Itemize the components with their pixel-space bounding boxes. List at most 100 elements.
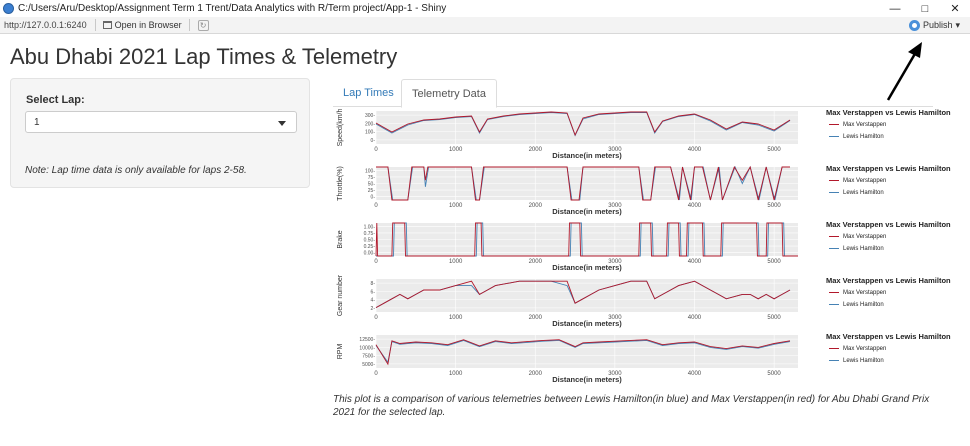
x-tick-label: 3000 (608, 315, 622, 321)
y-tick-label: 5000- (362, 362, 375, 368)
x-tick-label: 2000 (529, 259, 543, 265)
x-tick-label: 0 (374, 371, 378, 377)
y-tick-label: 50- (368, 182, 376, 188)
y-axis-label: Brake (337, 230, 344, 248)
legend-item: Max Verstappen (829, 288, 966, 297)
publish-button[interactable]: Publish ▾ (908, 19, 970, 31)
x-tick-label: 3000 (608, 371, 622, 377)
x-tick-label: 4000 (688, 315, 702, 321)
x-tick-label: 1000 (449, 315, 463, 321)
sidebar-panel: Select Lap: 1 Note: Lap time data is onl… (10, 78, 310, 188)
y-tick-label: 100- (365, 168, 375, 174)
plot-panel (376, 279, 798, 312)
viewer-toolbar: http://127.0.0.1:6240 Open in Browser ↻ … (0, 17, 970, 34)
legend-swatch (829, 188, 839, 197)
y-tick-label: 7500- (362, 354, 375, 360)
x-tick-label: 5000 (767, 147, 781, 153)
restore-button[interactable]: □ (921, 2, 929, 15)
legend-title: Max Verstappen vs Lewis Hamilton (826, 332, 951, 341)
refresh-icon[interactable]: ↻ (197, 19, 209, 31)
legend-label: Max Verstappen (843, 121, 887, 128)
plot-panel (376, 111, 798, 144)
legend-label: Lewis Hamilton (843, 301, 884, 308)
rpm-plot: 0 1000 2000 3000 4000 5000 5000- 7500- 10000- 125… (336, 332, 970, 388)
y-axis-label: Speed(km/h (337, 109, 344, 147)
telemetry-chart-svg: 0 1000 2000 3000 4000 5000 0.00-0.25-0.50-0.75… (337, 222, 798, 272)
legend-title: Max Verstappen vs Lewis Hamilton (826, 220, 951, 229)
minimize-button[interactable]: — (889, 2, 901, 15)
legend-item: Max Verstappen (829, 232, 966, 241)
telemetry-chart-svg: 0 1000 2000 3000 4000 5000 2- 4- 6- 8- Gear number… (337, 274, 798, 328)
plot-legend: Max Verstappen vs Lewis Hamilton Max Vers… (826, 108, 966, 141)
x-tick-label: 2000 (529, 315, 543, 321)
y-tick-label: 200- (365, 121, 375, 127)
plot-caption: This plot is a comparison of various tel… (333, 394, 930, 418)
legend-label: Max Verstappen (843, 345, 887, 352)
x-tick-label: 0 (374, 259, 378, 265)
x-tick-label: 2000 (529, 371, 543, 377)
toolbar-divider (94, 19, 96, 31)
app-icon (3, 3, 14, 14)
y-axis-label: RPM (337, 344, 344, 360)
x-tick-label: 5000 (767, 259, 781, 265)
x-tick-label: 1000 (449, 371, 463, 377)
close-button[interactable]: ✕ (950, 3, 960, 15)
browser-window-icon (102, 21, 112, 29)
tab-lap-times[interactable]: Lap Times (343, 87, 394, 99)
page-title: Abu Dhabi 2021 Lap Times & Telemetry (10, 44, 398, 69)
legend-swatch (829, 356, 839, 365)
publish-icon (908, 19, 920, 31)
x-tick-label: 1000 (449, 147, 463, 153)
x-tick-label: 2000 (529, 203, 543, 209)
toolbar-divider (188, 19, 190, 31)
x-tick-label: 4000 (688, 203, 702, 209)
x-axis-label: Distance(in meters) (552, 207, 622, 216)
window-title: C:/Users/Aru/Desktop/Assignment Term 1 T… (18, 3, 447, 14)
y-tick-label: 25- (368, 188, 376, 194)
legend-swatch (829, 176, 839, 185)
y-tick-label: 0.00- (364, 251, 376, 257)
lap-select-value: 1 (34, 117, 40, 128)
legend-swatch (829, 120, 839, 129)
legend-swatch (829, 132, 839, 141)
y-tick-label: 0.50- (364, 238, 376, 244)
legend-swatch (829, 344, 839, 353)
y-tick-label: 4- (371, 298, 376, 304)
publish-label: Publish (922, 20, 953, 30)
legend-title: Max Verstappen vs Lewis Hamilton (826, 276, 951, 285)
open-in-browser-label: Open in Browser (114, 20, 182, 30)
y-tick-label: 1.00- (364, 224, 376, 230)
legend-label: Lewis Hamilton (843, 245, 884, 252)
legend-swatch (829, 232, 839, 241)
plot-legend: Max Verstappen vs Lewis Hamilton Max Vers… (826, 164, 966, 197)
x-axis-label: Distance(in meters) (552, 375, 622, 384)
telemetry-chart-svg: 0 1000 2000 3000 4000 5000 0-25-50-75-100- Thro… (337, 165, 798, 216)
legend-item: Lewis Hamilton (829, 300, 966, 309)
x-tick-label: 1000 (449, 203, 463, 209)
tab-telemetry-data[interactable]: Telemetry Data (401, 79, 497, 108)
y-tick-label: 0- (371, 138, 376, 144)
x-tick-label: 4000 (688, 371, 702, 377)
publish-caret-icon: ▾ (955, 19, 960, 30)
telemetry-chart-svg: 0 1000 2000 3000 4000 5000 0- 100- 200- 300- Speed… (337, 109, 798, 160)
legend-title: Max Verstappen vs Lewis Hamilton (826, 108, 951, 117)
lap-select[interactable]: 1 (25, 111, 297, 133)
series-line-verstappen (375, 339, 791, 366)
y-tick-label: 300- (365, 113, 375, 119)
x-tick-label: 5000 (767, 315, 781, 321)
y-tick-label: 12500- (359, 337, 375, 343)
series-line-verstappen (375, 280, 791, 308)
series-line-verstappen (375, 222, 798, 257)
speed-plot: 0 1000 2000 3000 4000 5000 0- 100- 200- 300- Speed… (336, 108, 970, 164)
open-in-browser-button[interactable]: Open in Browser (100, 20, 185, 30)
plot-legend: Max Verstappen vs Lewis Hamilton Max Vers… (826, 276, 966, 309)
window-titlebar: C:/Users/Aru/Desktop/Assignment Term 1 T… (0, 0, 970, 17)
plot-legend: Max Verstappen vs Lewis Hamilton Max Vers… (826, 332, 966, 365)
series-line-verstappen (376, 165, 790, 201)
legend-item: Max Verstappen (829, 176, 966, 185)
y-tick-label: 0- (371, 195, 376, 201)
legend-swatch (829, 288, 839, 297)
x-tick-label: 3000 (608, 259, 622, 265)
x-tick-label: 0 (374, 315, 378, 321)
plot-legend: Max Verstappen vs Lewis Hamilton Max Vers… (826, 220, 966, 253)
